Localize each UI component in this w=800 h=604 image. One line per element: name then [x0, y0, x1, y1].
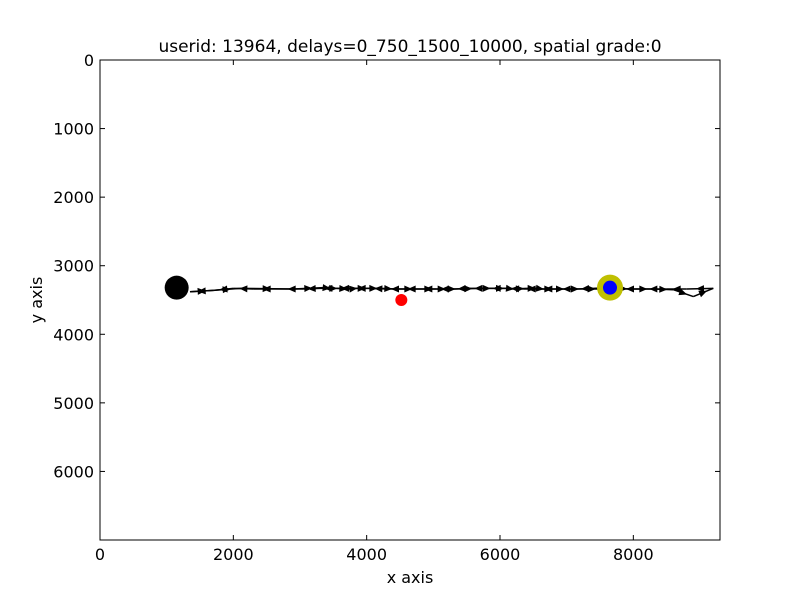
x-tick-label: 6000 [480, 545, 521, 564]
trajectory-arrow [672, 285, 681, 293]
axis-ticks: 0 2000 4000 6000 8000 0 1000 2000 3000 4000 5000 60… [53, 51, 720, 564]
trajectory-arrow [348, 285, 358, 293]
trajectory-arrow [222, 286, 231, 294]
y-tick-label: 1000 [53, 120, 94, 139]
trajectory-arrow [496, 284, 504, 292]
trajectory-arrow [447, 285, 456, 293]
trajectory-arrow [464, 285, 473, 293]
y-tick-label: 5000 [53, 394, 94, 413]
trajectory-arrow [544, 285, 553, 293]
trajectory-arrow [649, 285, 658, 293]
trajectory-arrow [357, 284, 366, 292]
x-tick-label: 0 [95, 545, 105, 564]
x-axis-label: x axis [387, 568, 434, 587]
trajectory-arrow [505, 284, 514, 292]
x-tick-label: 8000 [613, 545, 654, 564]
marker-group [164, 274, 623, 306]
trajectory-arrow [556, 285, 564, 293]
chart-title: userid: 13964, delays=0_750_1500_10000, … [158, 37, 661, 57]
trajectory-arrow [369, 284, 378, 292]
x-tick-label: 2000 [213, 545, 254, 564]
trajectory-arrow [404, 285, 413, 293]
trajectory-arrow [571, 285, 579, 293]
y-tick-label: 6000 [53, 462, 94, 481]
trajectory-arrow [527, 284, 536, 292]
trajectory-arrow [535, 284, 544, 292]
trajectory-arrow [197, 287, 206, 295]
trajectory-arrow [262, 285, 271, 293]
marker-current-inner [603, 280, 617, 295]
trajectory-arrow [304, 285, 313, 293]
trajectory-arrow [322, 284, 331, 292]
trajectory-arrow [329, 284, 338, 292]
trajectory-arrow [384, 285, 393, 293]
trajectory-arrow [698, 290, 708, 298]
trajectory-arrow [424, 285, 433, 293]
trajectory-arrow [587, 285, 596, 293]
trajectory-arrow [437, 285, 446, 293]
y-axis-label: y axis [27, 277, 46, 324]
plot-area-frame [99, 59, 721, 541]
y-tick-label: 0 [84, 51, 94, 70]
trajectory-arrow [626, 285, 634, 293]
y-tick-label: 4000 [53, 325, 94, 344]
marker-target [395, 294, 408, 306]
x-tick-label: 4000 [346, 545, 387, 564]
trajectory-arrow [482, 284, 491, 292]
y-tick-label: 2000 [53, 188, 94, 207]
y-tick-label: 3000 [53, 257, 94, 276]
trajectory-arrow [339, 284, 348, 292]
trajectory-arrow [515, 285, 524, 293]
trajectory-arrow [696, 285, 705, 293]
marker-start [164, 275, 189, 300]
